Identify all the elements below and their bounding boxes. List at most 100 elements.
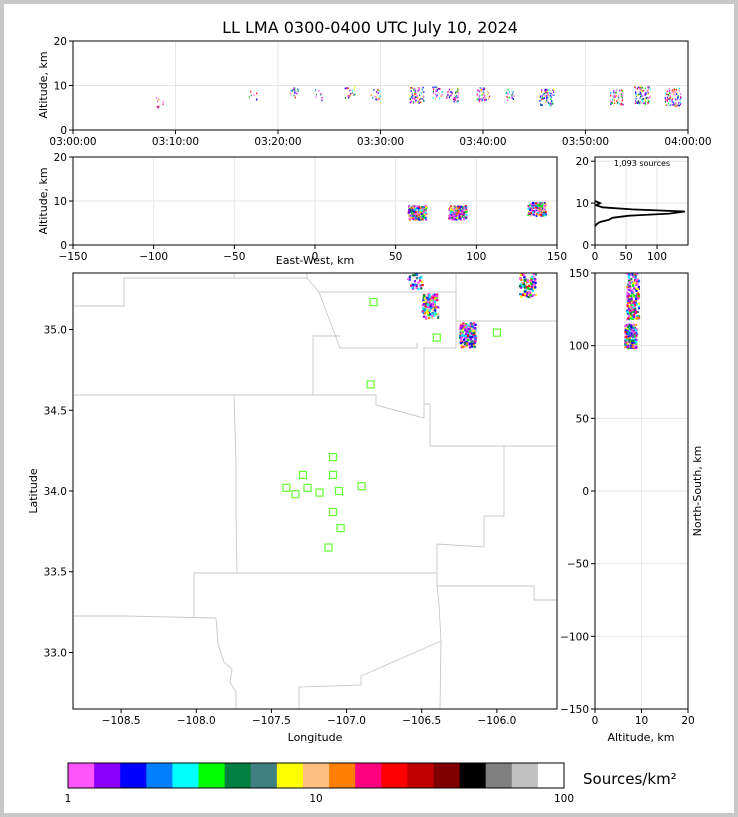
- source-mark: [415, 211, 417, 213]
- northsouth-altitude-panel: 0 10 20 −150 −100 −50 0 50 100 150 Altitude, km N…: [560, 268, 704, 744]
- sensor-station: [303, 483, 312, 492]
- source-mark: [455, 94, 457, 97]
- source-mark: [622, 90, 624, 92]
- source-mark: [679, 103, 681, 106]
- source-mark: [457, 205, 459, 208]
- source-mark: [422, 208, 425, 210]
- source-mark: [626, 329, 629, 332]
- source-mark: [669, 100, 671, 103]
- histogram-ticks: 0 50 100 0 10 20: [576, 156, 667, 263]
- source-mark: [621, 103, 623, 106]
- source-mark: [421, 218, 424, 221]
- source-mark: [642, 102, 644, 105]
- source-mark: [629, 309, 632, 312]
- source-mark: [417, 211, 420, 213]
- x-tick-label: −100: [139, 251, 168, 263]
- colorbar-label: Sources/km²: [583, 770, 677, 788]
- source-mark: [631, 335, 634, 338]
- source-mark: [633, 294, 636, 297]
- source-mark: [468, 323, 471, 327]
- altitude-time-ticks: 03:00:00 03:10:00 03:20:00 03:30:00 03:40:00…: [49, 36, 711, 148]
- source-mark: [639, 88, 641, 90]
- source-mark: [346, 87, 348, 89]
- source-mark: [528, 213, 530, 215]
- source-mark: [635, 282, 638, 284]
- x-tick-label: −107.0: [327, 715, 366, 727]
- source-mark: [410, 284, 413, 287]
- source-mark: [544, 91, 547, 93]
- source-mark: [635, 91, 637, 94]
- source-mark: [375, 98, 377, 100]
- source-mark: [344, 97, 346, 99]
- source-mark: [462, 213, 465, 216]
- source-mark: [418, 218, 421, 221]
- source-mark: [429, 305, 432, 308]
- source-mark: [625, 341, 628, 344]
- sensor-station: [357, 482, 366, 491]
- source-mark: [671, 104, 673, 106]
- county-line: [298, 585, 442, 709]
- source-mark: [457, 96, 459, 98]
- source-mark: [627, 335, 630, 338]
- source-mark: [465, 337, 468, 340]
- source-mark: [456, 208, 459, 210]
- sensor-station: [315, 488, 324, 497]
- source-mark: [464, 217, 467, 219]
- source-mark: [466, 334, 470, 337]
- source-mark: [628, 331, 630, 334]
- x-tick-label: −108.5: [102, 715, 141, 727]
- source-mark: [549, 94, 551, 97]
- source-mark: [543, 205, 545, 207]
- source-mark: [315, 93, 317, 96]
- source-mark: [463, 218, 465, 220]
- source-mark: [535, 213, 538, 215]
- source-mark: [480, 87, 483, 90]
- source-mark: [646, 90, 648, 92]
- source-mark: [436, 94, 438, 97]
- source-count-annotation: 1,093 sources: [614, 159, 670, 168]
- source-mark: [470, 345, 474, 348]
- colorbar-cell: [355, 763, 382, 788]
- source-mark: [420, 217, 423, 220]
- source-mark: [634, 296, 637, 298]
- colorbar: 1 10 100 Sources/km²: [65, 762, 677, 805]
- sensor-station: [328, 470, 338, 479]
- source-mark: [547, 92, 549, 94]
- source-mark: [459, 208, 461, 211]
- source-mark: [546, 89, 548, 91]
- source-mark: [425, 206, 427, 208]
- x-tick-label: 50: [389, 251, 402, 263]
- source-mark: [488, 97, 490, 99]
- source-mark: [437, 315, 440, 318]
- source-mark: [627, 293, 630, 296]
- source-mark: [630, 324, 632, 327]
- source-mark: [256, 92, 258, 95]
- source-mark: [626, 342, 629, 345]
- source-mark: [549, 92, 551, 94]
- source-mark: [635, 328, 638, 330]
- source-mark: [625, 335, 628, 338]
- source-mark: [629, 334, 632, 337]
- source-mark: [540, 104, 542, 106]
- source-mark: [421, 214, 424, 217]
- source-mark: [533, 213, 536, 216]
- source-mark: [456, 96, 458, 98]
- source-mark: [454, 99, 456, 101]
- source-mark: [485, 97, 487, 100]
- colorbar-cell: [329, 763, 356, 788]
- source-mark: [666, 104, 668, 106]
- source-mark: [674, 98, 677, 100]
- source-mark: [412, 283, 415, 286]
- source-mark: [635, 344, 638, 347]
- source-mark: [636, 316, 639, 319]
- source-mark: [482, 99, 484, 101]
- source-mark: [465, 206, 468, 209]
- source-mark: [294, 92, 296, 94]
- source-mark: [671, 100, 673, 102]
- source-mark: [637, 86, 639, 89]
- source-mark: [467, 339, 470, 342]
- source-mark: [630, 325, 633, 328]
- county-line: [73, 615, 237, 709]
- source-mark: [627, 304, 630, 307]
- source-mark: [484, 94, 486, 97]
